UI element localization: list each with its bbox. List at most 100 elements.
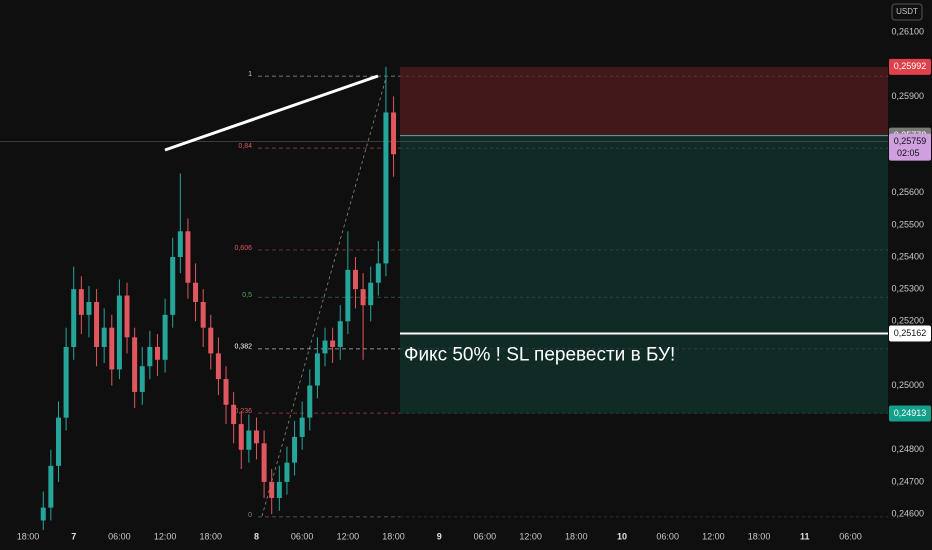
x-tick-label: 12:00	[702, 531, 725, 541]
candle-body	[223, 379, 229, 405]
x-tick-label: 06:00	[839, 531, 862, 541]
candle-body	[200, 301, 206, 328]
annotation: Фикс 50% ! SL перевести в БУ!	[404, 344, 675, 365]
price-badge-sub: 02:05	[897, 148, 920, 158]
x-tick-label: 12:00	[337, 531, 360, 541]
candle-body	[132, 337, 138, 392]
fib-label: 1	[248, 71, 252, 78]
candle-body	[231, 404, 237, 425]
candle-body	[292, 436, 298, 463]
y-tick-label: 0,25400	[891, 251, 924, 261]
x-tick-label: 18:00	[565, 531, 588, 541]
fib-label: 0,606	[234, 245, 252, 252]
candle-body	[147, 346, 153, 367]
x-tick-label: 18:00	[382, 531, 405, 541]
x-tick-label: 8	[254, 531, 259, 541]
x-tick-label: 18:00	[200, 531, 223, 541]
stop-zone	[400, 66, 888, 136]
x-tick-label: 06:00	[291, 531, 314, 541]
candle-body	[337, 321, 343, 347]
price-badge	[889, 325, 931, 342]
candle-body	[101, 327, 107, 347]
candle-body	[383, 112, 389, 264]
x-tick-label: 11	[800, 531, 810, 541]
fib-label: 0,5	[242, 292, 252, 299]
candle-body	[299, 417, 305, 437]
x-tick-label: 18:00	[748, 531, 771, 541]
candle-body	[360, 289, 366, 306]
fib-label: 0,382	[234, 344, 252, 351]
price-badge	[889, 133, 931, 161]
candle-body	[261, 443, 267, 482]
candle-body	[314, 353, 320, 386]
candle-body	[139, 366, 145, 392]
candle-body	[162, 314, 168, 360]
candle-body	[269, 481, 275, 498]
candle-body	[284, 462, 290, 482]
y-tick-label: 0,25600	[891, 187, 924, 197]
candle-body	[94, 301, 100, 347]
candle-body	[185, 231, 191, 283]
fib-label: 0	[248, 512, 252, 519]
candle-body	[215, 353, 221, 380]
candle-body	[208, 327, 214, 354]
candle-body	[124, 295, 130, 338]
candle-body	[154, 346, 160, 360]
candle-body	[375, 263, 381, 283]
candle-body	[330, 340, 336, 347]
price-badge	[889, 405, 931, 422]
price-badge-label: 0,25992	[894, 61, 927, 71]
candle-body	[55, 417, 61, 466]
y-tick-label: 0,25900	[891, 91, 924, 101]
candle-body	[78, 289, 84, 315]
y-tick-label: 0,24700	[891, 476, 924, 486]
candle-body	[276, 481, 282, 498]
target-zone	[400, 135, 888, 414]
candle-body	[109, 327, 115, 370]
candle-body	[345, 269, 351, 322]
x-tick-label: 06:00	[108, 531, 131, 541]
candle-body	[391, 112, 397, 155]
y-tick-label: 0,25000	[891, 380, 924, 390]
candle-body	[170, 257, 176, 315]
candle-body	[177, 231, 183, 258]
fib-label: 0,236	[234, 408, 252, 415]
candle-body	[193, 282, 199, 302]
currency-box[interactable]	[891, 3, 923, 21]
candle-body	[352, 269, 358, 290]
x-tick-label: 12:00	[154, 531, 177, 541]
fib-diagonal	[261, 77, 387, 517]
candle-body	[86, 301, 92, 315]
price-badge	[889, 58, 931, 75]
price-badge-label: 0,25759	[894, 136, 927, 146]
trend-line	[164, 74, 379, 152]
currency-label: USDT	[896, 7, 918, 16]
candle-body	[307, 385, 313, 418]
candle-body	[40, 507, 46, 521]
candle-body	[48, 465, 54, 508]
candle-body	[63, 346, 69, 418]
x-tick-label: 10	[617, 531, 627, 541]
x-tick-label: 06:00	[474, 531, 497, 541]
y-tick-label: 0,24600	[891, 508, 924, 518]
candle-body	[322, 340, 328, 354]
price-badge-label: 0,24913	[894, 408, 927, 418]
x-tick-label: 9	[437, 531, 442, 541]
candle-body	[253, 430, 259, 444]
y-tick-label: 0,26100	[891, 27, 924, 37]
y-tick-label: 0,24800	[891, 444, 924, 454]
y-tick-label: 0,25200	[891, 316, 924, 326]
candle-body	[116, 295, 122, 370]
x-tick-label: 7	[71, 531, 76, 541]
candle-body	[238, 424, 244, 450]
x-tick-label: 18:00	[17, 531, 40, 541]
y-tick-label: 0,25300	[891, 284, 924, 294]
price-badge-label: 0,25162	[894, 328, 927, 338]
candle-body	[246, 430, 252, 450]
x-tick-label: 12:00	[519, 531, 542, 541]
fib-label: 0,84	[238, 143, 252, 150]
candle-body	[71, 289, 77, 347]
y-tick-label: 0,25500	[891, 219, 924, 229]
